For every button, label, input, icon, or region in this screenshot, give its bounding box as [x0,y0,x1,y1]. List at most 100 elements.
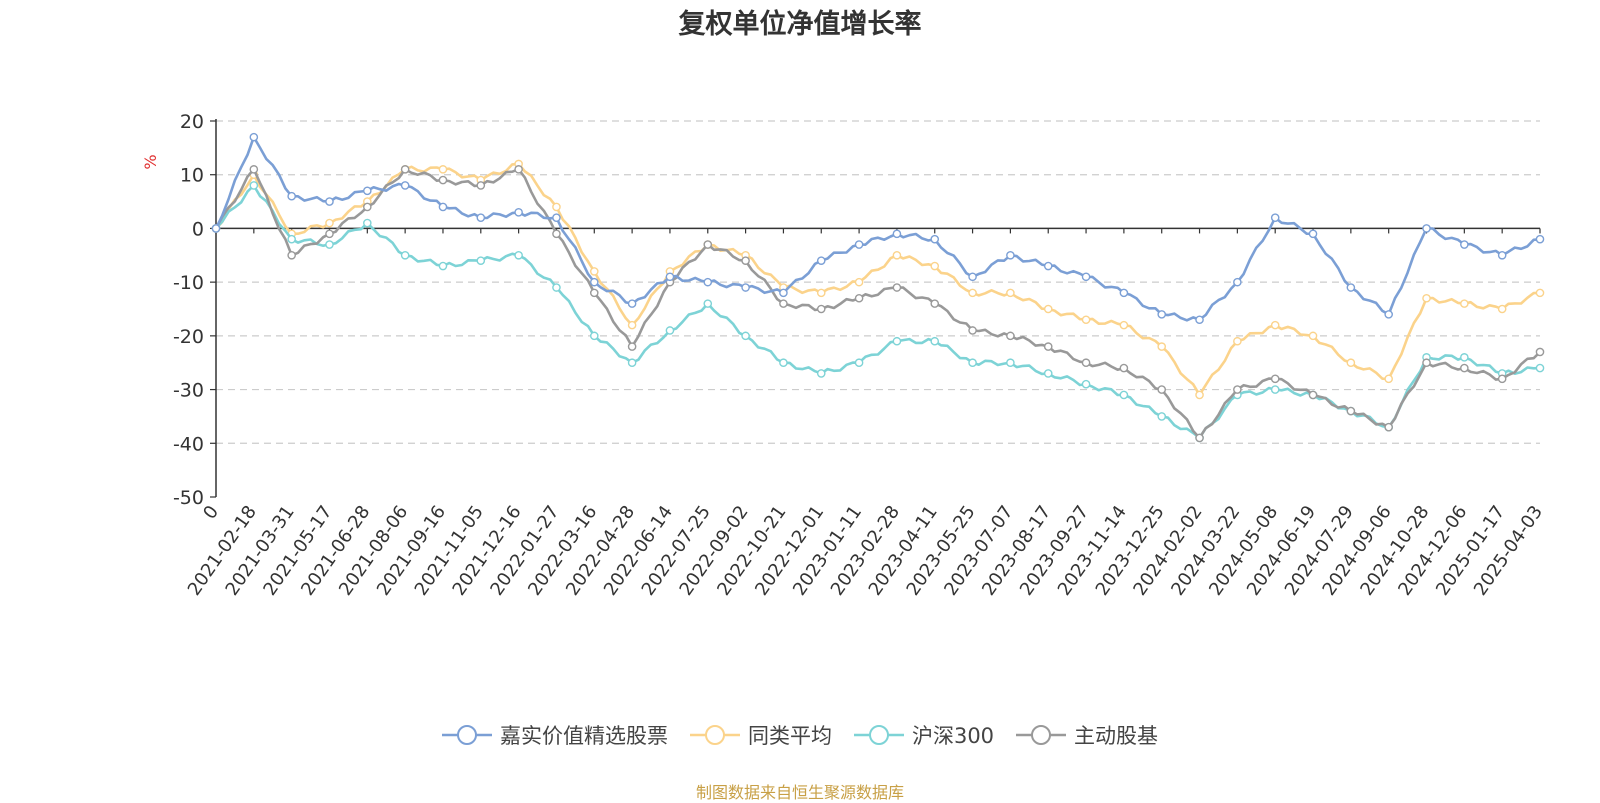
data-point[interactable] [1308,390,1318,400]
legend-item[interactable]: 主动股基 [1016,720,1158,750]
data-point[interactable] [1157,385,1167,394]
data-point[interactable] [1422,358,1431,368]
data-point[interactable] [1006,358,1015,368]
data-point[interactable] [779,299,788,308]
data-point[interactable] [854,277,864,287]
data-point[interactable] [741,331,750,341]
data-point[interactable] [438,165,448,174]
data-point[interactable] [1157,412,1167,421]
data-point[interactable] [1460,240,1469,249]
data-point[interactable] [1497,304,1507,314]
data-point[interactable] [741,283,750,292]
data-point[interactable] [1270,320,1280,330]
data-point[interactable] [665,326,675,335]
data-point[interactable] [249,165,259,174]
data-point[interactable] [1384,310,1393,319]
data-point[interactable] [249,132,259,142]
data-point[interactable] [400,165,410,174]
data-point[interactable] [325,229,334,239]
data-point[interactable] [1535,347,1545,357]
data-point[interactable] [1119,288,1129,298]
data-point[interactable] [589,288,599,298]
data-point[interactable] [1422,293,1431,303]
data-point[interactable] [287,191,296,201]
data-point[interactable] [665,272,675,282]
data-point[interactable] [1081,315,1091,325]
data-point[interactable] [1535,288,1545,298]
data-point[interactable] [892,250,902,260]
data-point[interactable] [779,358,788,368]
data-point[interactable] [552,229,561,239]
data-point[interactable] [1233,336,1242,346]
data-point[interactable] [1422,224,1431,233]
data-point[interactable] [1308,331,1318,341]
data-point[interactable] [1006,331,1015,341]
data-point[interactable] [703,277,713,287]
data-point[interactable] [476,256,486,265]
data-point[interactable] [1535,363,1545,373]
data-point[interactable] [1270,385,1280,394]
data-point[interactable] [930,261,940,271]
data-point[interactable] [627,358,637,368]
data-point[interactable] [589,277,599,287]
data-point[interactable] [514,250,523,260]
data-point[interactable] [930,234,940,244]
data-point[interactable] [325,218,334,228]
data-point[interactable] [1119,363,1129,373]
data-point[interactable] [968,326,977,335]
data-point[interactable] [249,181,259,190]
data-point[interactable] [1195,315,1204,325]
data-point[interactable] [1497,250,1507,260]
data-point[interactable] [363,202,372,212]
data-point[interactable] [1308,229,1318,239]
data-point[interactable] [854,240,864,249]
data-point[interactable] [892,229,902,239]
data-point[interactable] [1157,342,1167,351]
data-point[interactable] [363,186,372,196]
data-point[interactable] [816,256,826,265]
data-point[interactable] [1157,310,1167,319]
data-point[interactable] [1043,369,1053,378]
data-point[interactable] [930,336,940,346]
legend-item[interactable]: 嘉实价值精选股票 [441,720,668,750]
data-point[interactable] [816,288,826,298]
data-point[interactable] [363,218,372,228]
data-point[interactable] [476,181,486,190]
data-point[interactable] [1270,374,1280,384]
data-point[interactable] [779,288,788,298]
data-point[interactable] [703,299,713,308]
data-point[interactable] [1535,234,1545,244]
data-point[interactable] [1346,406,1356,416]
data-point[interactable] [589,267,599,276]
data-point[interactable] [1119,390,1129,400]
data-point[interactable] [1460,353,1469,362]
data-point[interactable] [287,250,296,260]
data-point[interactable] [287,234,296,244]
data-point[interactable] [1497,374,1507,384]
data-point[interactable] [1460,299,1469,308]
data-point[interactable] [438,202,448,212]
data-point[interactable] [211,224,221,233]
data-point[interactable] [514,165,523,174]
data-point[interactable] [1043,342,1053,351]
data-point[interactable] [1043,261,1053,271]
data-point[interactable] [627,299,637,308]
data-point[interactable] [627,320,637,330]
data-point[interactable] [816,304,826,314]
data-point[interactable] [1384,422,1393,432]
data-point[interactable] [325,197,334,206]
data-point[interactable] [703,240,713,249]
data-point[interactable] [1043,304,1053,314]
data-point[interactable] [552,283,561,292]
data-point[interactable] [1006,250,1015,260]
data-point[interactable] [816,369,826,378]
data-point[interactable] [400,181,410,190]
data-point[interactable] [1233,385,1242,394]
data-point[interactable] [1081,379,1091,389]
data-point[interactable] [741,256,750,265]
data-point[interactable] [1195,433,1204,443]
data-point[interactable] [1384,374,1393,384]
data-point[interactable] [1460,363,1469,373]
data-point[interactable] [968,358,977,368]
data-point[interactable] [438,175,448,185]
